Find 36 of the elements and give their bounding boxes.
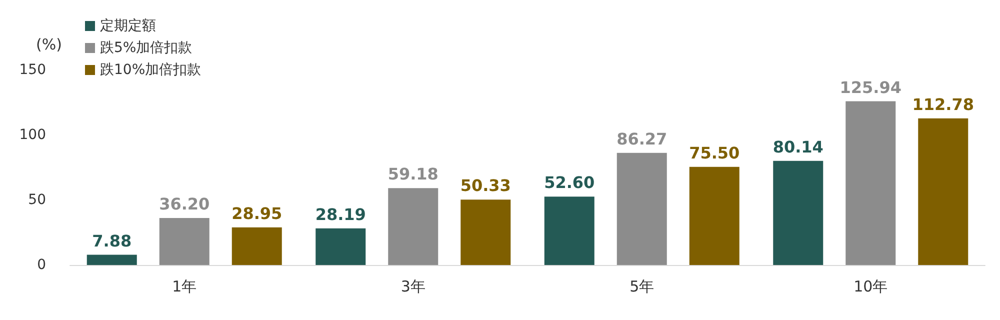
data-label: 75.50 [689,143,740,162]
legend-label: 跌10%加倍扣款 [100,62,202,78]
x-tick-label: 3年 [400,278,426,296]
x-tick-label: 10年 [854,278,888,296]
bar [773,160,824,265]
bar [544,196,594,265]
y-tick-label: 50 [28,192,46,208]
data-label: 28.19 [315,204,366,224]
bar [232,227,282,265]
legend-label: 定期定額 [100,18,156,34]
data-label: 125.94 [840,78,902,97]
bar [316,228,366,265]
y-tick-label: 100 [19,127,46,143]
bar [689,166,740,265]
x-tick-label: 1年 [172,278,197,296]
x-tick-label: 5年 [630,278,654,296]
data-label: 52.60 [544,173,595,192]
legend-label: 跌5%加倍扣款 [100,40,192,56]
y-axis-title: (%) [36,36,62,54]
bar [460,200,511,265]
data-label: 28.95 [232,204,282,223]
y-tick-label: 0 [37,257,46,273]
bar [86,254,137,265]
data-label: 36.20 [159,194,210,214]
bar [918,118,968,265]
y-tick-label: 150 [19,62,46,78]
data-label: 112.78 [912,94,974,114]
bar [846,101,896,265]
bar [159,218,210,265]
bar [616,152,667,265]
bar [388,188,438,265]
data-label: 80.14 [772,137,824,156]
data-label: 50.33 [460,176,511,196]
data-label: 86.27 [616,129,668,148]
data-label: 59.18 [388,164,438,184]
data-label: 7.88 [92,231,132,250]
